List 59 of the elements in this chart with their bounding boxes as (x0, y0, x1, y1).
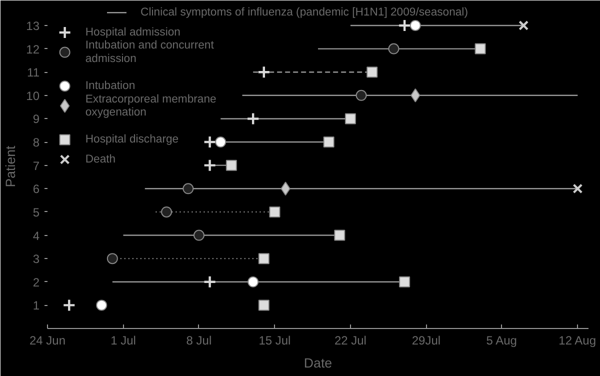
y-tick-label: 9 (32, 112, 40, 126)
x-tick-label: 12 Aug (558, 334, 596, 348)
point (356, 90, 367, 101)
point (106, 253, 118, 264)
x-tick-label: 24 Jun (29, 334, 66, 348)
y-tick-label: 6 (32, 182, 40, 196)
point (226, 160, 237, 171)
legend-label: Hospital discharge (85, 134, 179, 146)
y-tick-label: 3 (32, 252, 40, 266)
point (388, 43, 400, 54)
point (474, 43, 486, 54)
x-tick-label: 5 Aug (486, 334, 517, 348)
y-tick-label: 1 (32, 298, 40, 313)
x-tick-label: 15 Jul (258, 334, 291, 348)
x-tick-label: 22 Jul (334, 334, 366, 348)
y-tick-label: 4 (32, 228, 40, 243)
y-axis-title: Patient (3, 145, 18, 188)
y-tick-label: 11 (27, 66, 40, 80)
x-tick-label: 1 Jul (110, 334, 136, 348)
point (258, 300, 270, 311)
point (323, 136, 334, 148)
point (161, 206, 172, 218)
point (258, 253, 270, 264)
legend-label: Clinical symptoms of influenza (pandemic [H1N1] 2009/seasonal) (140, 6, 468, 19)
point (62, 298, 76, 312)
point (96, 300, 108, 311)
y-tick-label: 7 (32, 158, 40, 173)
x-axis-title: Date (304, 356, 332, 370)
point (366, 66, 378, 78)
point (344, 113, 356, 124)
legend-label: Intubation (85, 80, 136, 92)
y-tick-label: 8 (32, 136, 40, 150)
point (248, 276, 259, 288)
y-tick-label: 13 (26, 18, 40, 33)
point (399, 276, 410, 288)
legend-label: Death (85, 154, 116, 166)
y-tick-label: 10 (26, 88, 40, 103)
x-tick-label: 29Jul (412, 334, 441, 348)
point (203, 158, 216, 172)
x-tick-label: 8 Jul (186, 334, 212, 348)
point (410, 20, 421, 31)
point (182, 183, 194, 194)
legend-label: Intubation and concurrent admission (85, 40, 215, 65)
point (203, 275, 216, 288)
point (257, 65, 270, 79)
y-tick-label: 2 (32, 275, 40, 290)
legend-label: Hospital admission (85, 26, 180, 38)
point (398, 18, 412, 32)
point (203, 135, 216, 149)
y-tick-label: 5 (32, 205, 40, 220)
point (246, 112, 260, 126)
y-tick-label: 12 (26, 42, 40, 56)
point (215, 136, 226, 148)
point (334, 230, 346, 241)
legend-label: Extracorporeal membrane oxygenation (85, 93, 216, 118)
point (518, 20, 529, 30)
point (269, 206, 280, 218)
point (572, 184, 583, 194)
point (193, 230, 204, 241)
